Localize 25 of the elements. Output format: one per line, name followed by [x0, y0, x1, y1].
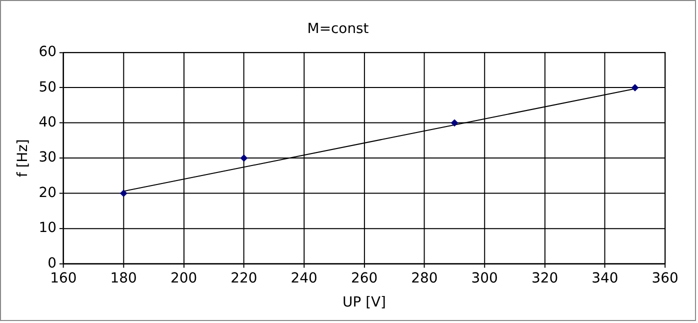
- x-tick-label: 280: [411, 270, 438, 287]
- y-tick-label: 0: [48, 255, 56, 272]
- y-tick-label: 20: [38, 184, 56, 201]
- chart-title: M=const: [307, 20, 370, 37]
- y-tick-label: 50: [38, 79, 56, 96]
- x-tick-label: 200: [170, 270, 198, 287]
- x-tick-label: 320: [531, 270, 558, 287]
- x-tick-label: 180: [110, 270, 137, 287]
- point: [632, 84, 638, 92]
- x-tick-label: 240: [290, 270, 318, 287]
- x-tick-label: 260: [350, 270, 378, 287]
- x-tick-label: 160: [50, 270, 77, 287]
- y-tick-label: 30: [38, 150, 56, 166]
- x-tick-label: 360: [652, 270, 678, 287]
- x-axis-title: UP [V]: [342, 294, 386, 310]
- y-tick-label: 40: [38, 114, 56, 131]
- y-tick-label: 10: [38, 220, 56, 236]
- x-tick-label: 300: [471, 270, 498, 287]
- y-axis-title: f [Hz]: [14, 139, 31, 178]
- point: [451, 119, 458, 126]
- x-tick-label: 220: [230, 270, 258, 287]
- y-tick-label: 60: [38, 44, 56, 60]
- x-tick-label: 340: [592, 270, 618, 287]
- point: [240, 154, 248, 162]
- point: [120, 190, 128, 197]
